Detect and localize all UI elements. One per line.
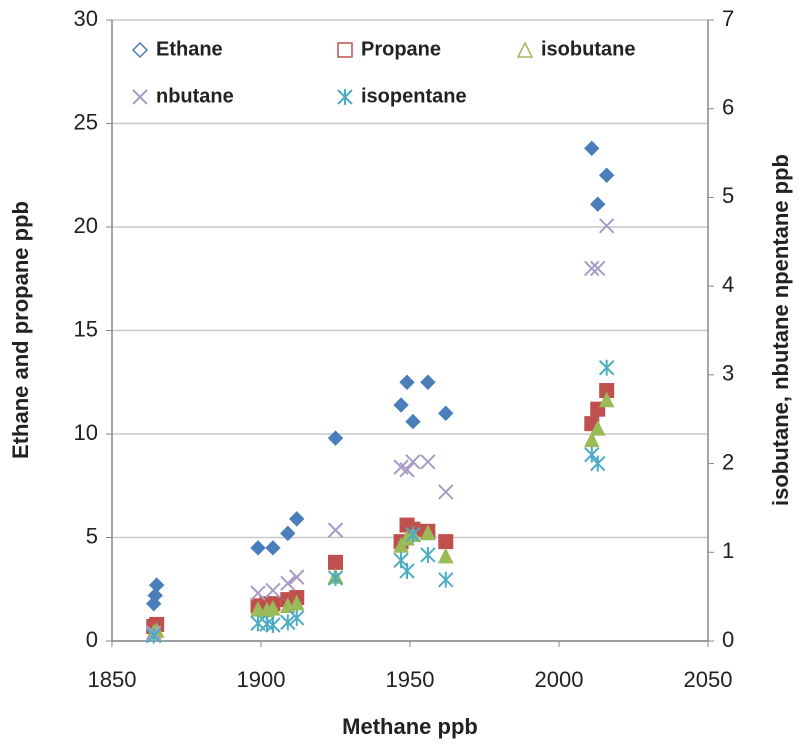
- point: [405, 413, 421, 430]
- y2-tick-label: 6: [722, 95, 734, 120]
- point: [584, 140, 600, 157]
- point: [598, 218, 615, 234]
- point: [289, 511, 305, 527]
- point: [598, 391, 615, 408]
- legend-label: Ethane: [156, 38, 223, 60]
- point: [280, 575, 296, 592]
- y-tick-label: 25: [74, 109, 98, 134]
- point: [280, 614, 296, 631]
- point: [289, 569, 305, 585]
- point: [438, 571, 454, 588]
- x-axis-title: Methane ppb: [342, 714, 478, 739]
- point: [327, 430, 344, 446]
- y2-tick-label: 3: [722, 361, 734, 386]
- point: [405, 454, 421, 470]
- point: [393, 397, 409, 413]
- point: [265, 540, 281, 556]
- point: [288, 594, 305, 611]
- y2-tick-label: 2: [722, 449, 734, 474]
- y-axis-title: Ethane and propane ppb: [8, 201, 33, 459]
- legend-label: Propane: [361, 38, 441, 60]
- point: [420, 374, 436, 390]
- legend-label: isopentane: [361, 85, 467, 107]
- legend-marker: [337, 89, 353, 105]
- point: [438, 534, 454, 550]
- x-tick-label: 1900: [237, 667, 286, 692]
- point: [405, 526, 421, 543]
- point: [590, 260, 606, 277]
- legend-marker: [132, 89, 148, 105]
- point: [146, 627, 162, 644]
- y-tick-label: 10: [74, 420, 98, 445]
- legend-marker: [131, 41, 149, 59]
- point: [280, 525, 296, 542]
- point: [420, 454, 436, 470]
- point: [590, 196, 606, 212]
- point: [399, 374, 415, 390]
- y-tick-label: 0: [86, 627, 98, 652]
- y-tick-label: 30: [74, 6, 98, 31]
- point: [598, 167, 615, 183]
- point: [590, 455, 606, 472]
- point: [438, 484, 454, 500]
- point: [598, 359, 615, 376]
- point: [265, 600, 281, 616]
- x-tick-label: 1950: [386, 667, 435, 692]
- y2-tick-label: 1: [722, 538, 734, 563]
- legend-label: nbutane: [156, 85, 234, 107]
- y-tick-label: 20: [74, 213, 98, 238]
- legend-marker: [516, 41, 534, 58]
- point: [583, 431, 600, 448]
- y2-tick-label: 7: [722, 6, 734, 31]
- point: [437, 547, 454, 564]
- y-tick-label: 5: [86, 523, 98, 548]
- y2-tick-label: 4: [722, 272, 734, 297]
- y2-tick-label: 5: [722, 183, 734, 208]
- legend-marker: [337, 42, 353, 58]
- point: [399, 462, 415, 478]
- point: [250, 540, 266, 556]
- point: [327, 570, 344, 587]
- point: [589, 419, 606, 436]
- x-tick-label: 2000: [535, 667, 584, 692]
- point: [265, 582, 281, 599]
- point: [584, 446, 600, 463]
- x-tick-label: 2050: [684, 667, 733, 692]
- point: [265, 617, 281, 634]
- y2-axis-title: isobutane, nbutane npentane ppb: [768, 154, 793, 506]
- point: [328, 554, 343, 570]
- point: [289, 609, 305, 626]
- point: [438, 405, 454, 422]
- legend-label: isobutane: [541, 38, 635, 60]
- point: [147, 587, 163, 604]
- point: [327, 522, 344, 538]
- x-tick-label: 1850: [88, 667, 137, 692]
- y-tick-label: 15: [74, 316, 98, 341]
- point: [420, 546, 436, 563]
- y2-tick-label: 0: [722, 627, 734, 652]
- point: [399, 562, 415, 579]
- point: [584, 260, 600, 277]
- point: [148, 577, 165, 593]
- point: [250, 585, 266, 601]
- point: [420, 524, 436, 541]
